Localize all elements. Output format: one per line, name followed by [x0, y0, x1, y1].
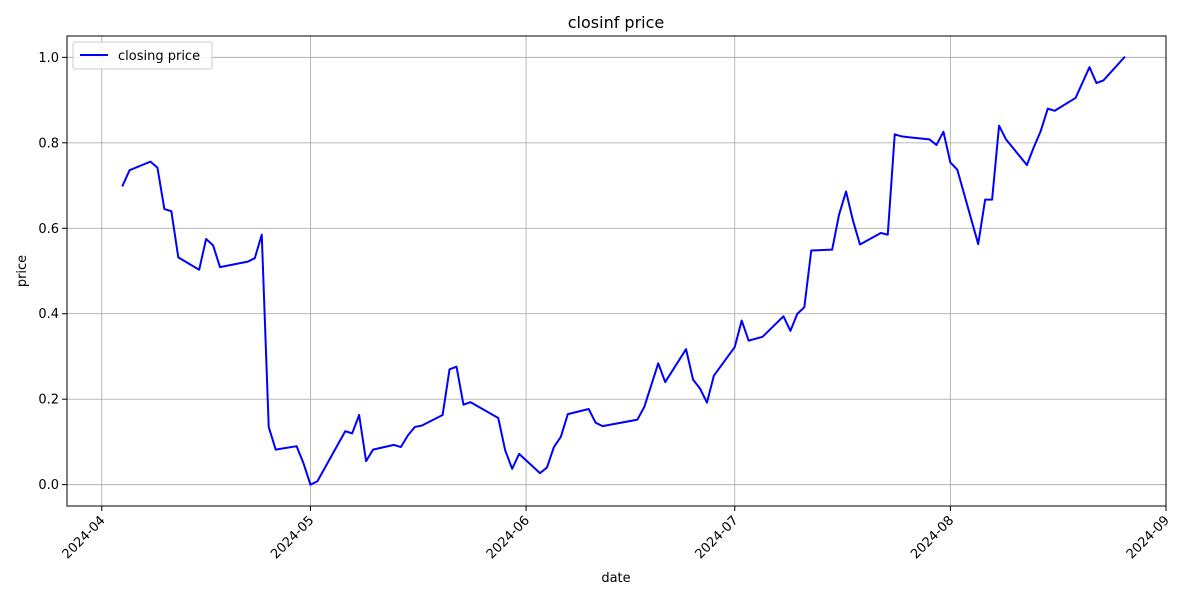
x-axis-label: date [601, 571, 630, 586]
chart-title: closinf price [568, 13, 665, 32]
y-tick-label: 0.2 [38, 393, 59, 408]
y-tick-label: 1.0 [38, 51, 59, 66]
y-axis-label: price [15, 255, 30, 287]
legend: closing price [72, 41, 213, 70]
plot-area-frame [66, 35, 1167, 507]
y-tick-label: 0.4 [38, 307, 59, 322]
y-tick-label: 0.8 [38, 136, 59, 151]
y-tick-label: 0.6 [38, 222, 59, 237]
y-tick-label: 0.0 [38, 478, 59, 493]
legend-label: closing price [118, 49, 200, 64]
series-line-closing-price [121, 55, 1126, 486]
legend-frame [72, 41, 213, 70]
y-axis-ticks: 0.0 0.2 0.4 0.6 0.8 1.0 [38, 51, 67, 493]
series-layer [121, 55, 1126, 486]
